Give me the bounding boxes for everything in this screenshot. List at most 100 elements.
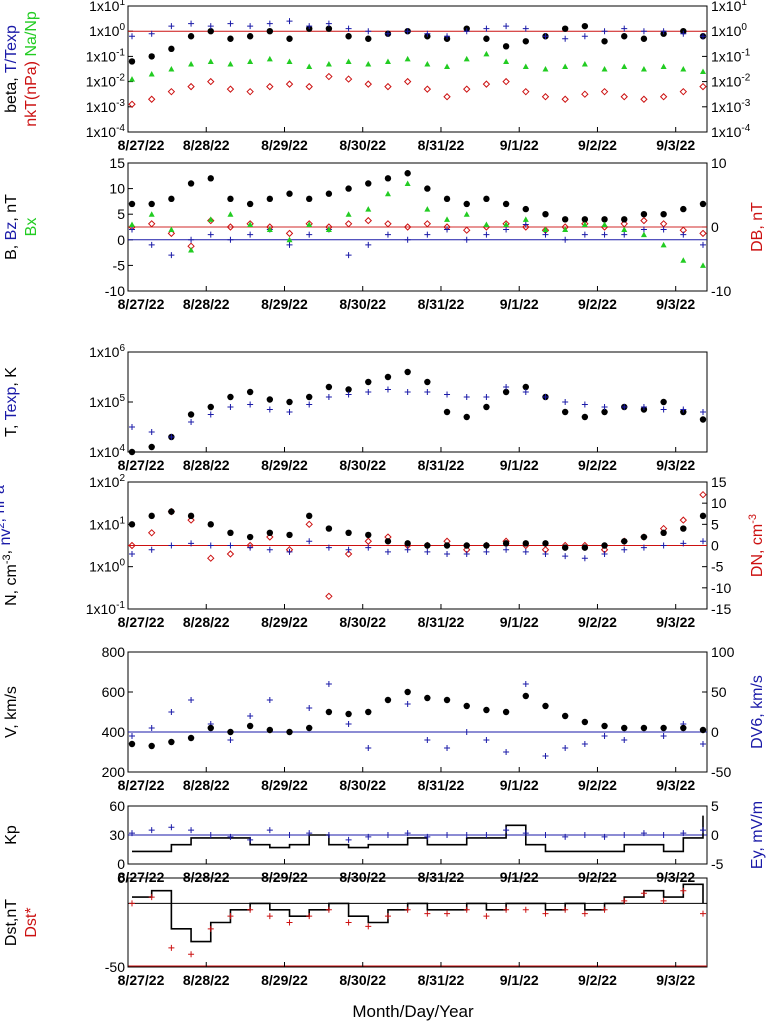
data-point bbox=[227, 60, 234, 67]
data-point bbox=[365, 206, 372, 212]
x-tick-label: 8/28/22 bbox=[183, 614, 230, 630]
data-point bbox=[306, 705, 313, 711]
y-axis-label-secondary-part: nkT(nPa) bbox=[23, 61, 40, 127]
data-point bbox=[503, 906, 510, 913]
data-point bbox=[581, 401, 588, 408]
data-point bbox=[502, 708, 510, 716]
data-point bbox=[680, 231, 687, 238]
data-point bbox=[286, 241, 293, 248]
data-point bbox=[306, 538, 313, 545]
panel-frame bbox=[127, 651, 708, 773]
data-point bbox=[463, 729, 470, 735]
data-point bbox=[522, 205, 529, 213]
right-y-tick-label: -5 bbox=[711, 856, 724, 872]
y-tick-exponent: 6 bbox=[119, 343, 125, 354]
data-point bbox=[424, 389, 431, 395]
y-axis-label: B, Bz, nT bbox=[3, 194, 20, 260]
y-tick-label: 200 bbox=[102, 764, 126, 780]
data-point bbox=[502, 540, 510, 547]
y-axis-label: V, km/s bbox=[3, 686, 20, 738]
right-y-tick-exponent: 1 bbox=[741, 0, 747, 8]
data-point bbox=[384, 913, 391, 920]
data-point bbox=[660, 724, 667, 732]
data-point bbox=[207, 216, 214, 222]
data-point bbox=[384, 696, 392, 704]
data-point bbox=[522, 681, 529, 687]
data-point bbox=[167, 87, 176, 96]
data-point bbox=[522, 216, 529, 222]
data-point bbox=[168, 944, 175, 951]
data-point bbox=[562, 63, 569, 69]
data-point bbox=[463, 702, 470, 710]
data-point bbox=[542, 540, 549, 547]
data-point bbox=[522, 389, 529, 395]
data-point bbox=[542, 226, 549, 233]
data-point bbox=[226, 85, 235, 93]
data-point bbox=[660, 63, 667, 69]
y-tick-exponent: 0 bbox=[119, 558, 125, 569]
y-tick-label: 5 bbox=[117, 206, 125, 222]
data-point bbox=[246, 87, 254, 96]
data-point bbox=[227, 529, 234, 536]
x-tick-label: 8/28/22 bbox=[183, 869, 230, 885]
right-axis-label: DV6, km/s bbox=[749, 675, 766, 749]
data-point bbox=[601, 404, 608, 410]
data-point bbox=[306, 830, 313, 837]
y-tick-exponent: 4 bbox=[119, 443, 125, 454]
data-point bbox=[266, 396, 274, 403]
data-point bbox=[266, 82, 274, 91]
data-point bbox=[384, 190, 391, 197]
right-y-tick-label: 15 bbox=[711, 474, 727, 490]
data-point bbox=[463, 236, 470, 243]
data-point bbox=[345, 252, 352, 259]
data-point bbox=[128, 58, 136, 65]
y-axis-label: Dst,nT bbox=[3, 899, 20, 946]
right-axis-label: Ey, mV/m bbox=[749, 801, 766, 869]
x-tick-label: 8/27/22 bbox=[118, 972, 165, 988]
data-point bbox=[621, 33, 628, 40]
data-point bbox=[384, 538, 392, 545]
y-axis-label-part: Bz bbox=[3, 222, 20, 241]
data-point bbox=[227, 833, 234, 840]
data-point bbox=[306, 231, 313, 238]
x-tick-label: 8/31/22 bbox=[418, 614, 465, 630]
series-green bbox=[129, 50, 706, 82]
data-point bbox=[404, 389, 411, 395]
data-point bbox=[365, 708, 372, 716]
right-y-tick-label: -50 bbox=[711, 764, 731, 780]
data-point bbox=[128, 541, 136, 550]
x-tick-label: 8/30/22 bbox=[339, 614, 386, 630]
y-axis-label-part: Dst,nT bbox=[3, 899, 20, 946]
x-tick-label: 9/1/22 bbox=[500, 457, 539, 473]
y-tick-label: 1x10-1 bbox=[86, 47, 126, 64]
data-point bbox=[364, 216, 372, 225]
data-point bbox=[404, 688, 411, 696]
y-axis-label-secondary: nkT(nPa) Na/Np bbox=[23, 11, 40, 127]
data-point bbox=[444, 745, 451, 751]
x-tick-label: 8/31/22 bbox=[418, 296, 465, 312]
data-point bbox=[542, 211, 549, 218]
data-point bbox=[424, 542, 431, 549]
right-y-tick-label: 5 bbox=[711, 798, 719, 814]
data-point bbox=[424, 30, 431, 37]
data-point bbox=[503, 827, 510, 834]
data-point bbox=[129, 550, 135, 557]
data-point bbox=[700, 910, 706, 917]
data-point bbox=[365, 28, 372, 35]
y-tick-label: 0 bbox=[117, 870, 125, 886]
data-point bbox=[542, 910, 549, 917]
x-tick-label: 9/1/22 bbox=[500, 137, 539, 153]
data-point bbox=[463, 413, 470, 421]
x-tick-label: 8/28/22 bbox=[183, 296, 230, 312]
data-point bbox=[443, 696, 451, 704]
data-point bbox=[621, 897, 628, 904]
data-point bbox=[167, 229, 176, 238]
data-point bbox=[601, 722, 608, 730]
y-tick-exponent: -4 bbox=[116, 123, 125, 134]
series-green bbox=[129, 180, 706, 268]
data-point bbox=[227, 20, 234, 27]
data-point bbox=[601, 38, 608, 45]
x-tick-label: 8/31/22 bbox=[418, 457, 465, 473]
data-point bbox=[620, 93, 628, 101]
data-point bbox=[404, 830, 411, 837]
